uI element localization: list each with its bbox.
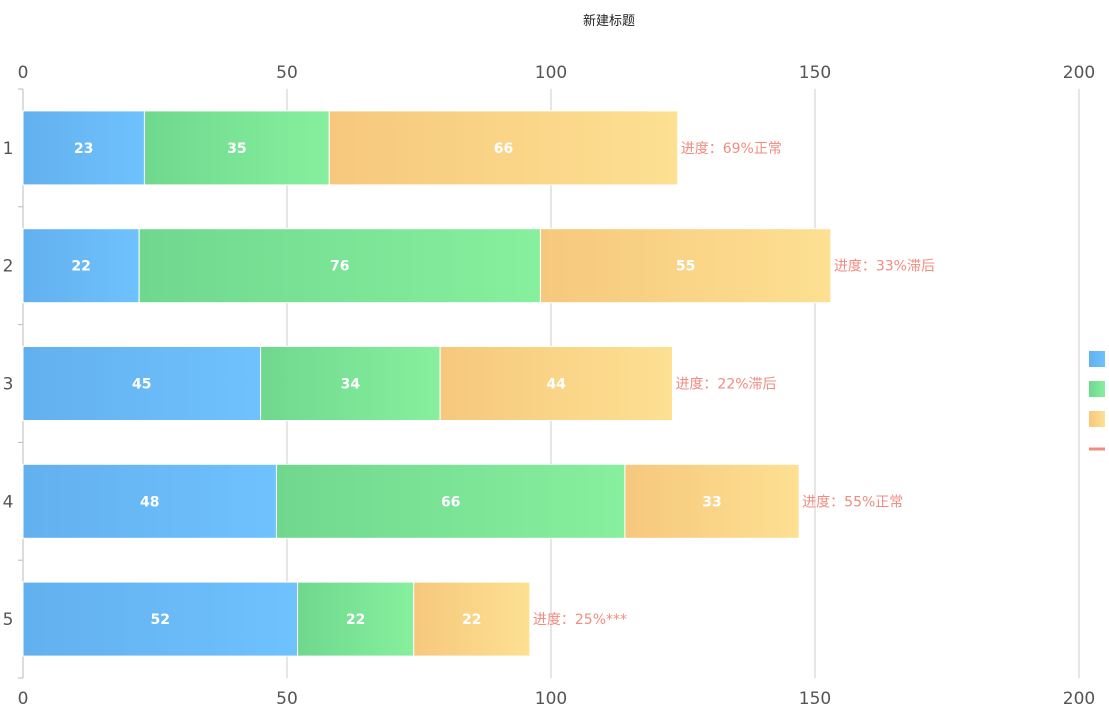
bar-label-s0-c3: 45 [132, 377, 151, 393]
bar-label-s0-c1: 23 [74, 141, 93, 157]
x-tick-label-top-150: 150 [799, 63, 831, 83]
category-label-5: 5 [3, 610, 14, 630]
x-tick-label-top-0: 0 [18, 63, 29, 83]
bar-s2-c1 [328, 110, 679, 186]
bar-s2-c2 [539, 228, 832, 304]
chart-title: 新建标题 [582, 14, 635, 29]
bar-s0-c2 [22, 228, 140, 304]
bar-s0-c1 [22, 110, 145, 186]
bar-s1-c2 [138, 228, 541, 304]
bar-label-s0-c4: 48 [140, 494, 159, 510]
bar-label-s2-c1: 66 [494, 141, 513, 157]
progress-annotation-2: 进度：33%滞后 [834, 259, 935, 275]
bar-s1-c3 [260, 346, 441, 421]
bar-label-s1-c4: 66 [441, 494, 460, 510]
x-tick-label-bottom-200: 200 [1063, 689, 1095, 709]
bar-s0-c4 [22, 463, 277, 539]
bar-s0-c3 [22, 346, 262, 421]
x-tick-label-bottom-50: 50 [276, 689, 298, 709]
bar-s2-c5 [413, 581, 531, 657]
category-label-3: 3 [3, 375, 14, 395]
bar-s2-c3 [439, 346, 673, 421]
x-tick-label-bottom-150: 150 [799, 689, 831, 709]
category-label-4: 4 [3, 492, 14, 512]
x-tick-label-bottom-100: 100 [535, 689, 567, 709]
legend-marker-0 [1089, 351, 1105, 367]
x-tick-label-top-200: 200 [1063, 63, 1095, 83]
bar-label-s0-c5: 52 [151, 612, 170, 628]
bar-label-s1-c3: 34 [341, 377, 361, 393]
bar-s1-c4 [275, 463, 626, 539]
bar-label-s2-c4: 33 [702, 494, 721, 510]
bar-label-s2-c3: 44 [547, 377, 567, 393]
bar-label-s0-c2: 22 [71, 259, 90, 275]
progress-annotation-3: 进度：22%滞后 [675, 377, 776, 393]
x-tick-label-bottom-0: 0 [18, 689, 29, 709]
x-tick-label-top-50: 50 [276, 63, 298, 83]
progress-annotation-4: 进度：55%正常 [802, 494, 903, 510]
x-tick-label-top-100: 100 [535, 63, 567, 83]
bar-s1-c5 [297, 581, 415, 657]
bar-label-s2-c5: 22 [462, 612, 481, 628]
progress-annotation-1: 进度：69%正常 [681, 141, 782, 157]
bar-label-s1-c5: 22 [346, 612, 365, 628]
bar-label-s1-c1: 35 [227, 141, 246, 157]
legend-marker-1 [1089, 381, 1105, 397]
legend-marker-2 [1089, 411, 1105, 427]
bar-s2-c4 [624, 463, 800, 539]
category-label-2: 2 [3, 257, 14, 277]
category-label-1: 1 [3, 139, 14, 159]
bar-label-s1-c2: 76 [330, 259, 349, 275]
bar-s1-c1 [143, 110, 330, 186]
progress-annotation-5: 进度：25%*** [533, 612, 627, 628]
bar-label-s2-c2: 55 [676, 259, 695, 275]
